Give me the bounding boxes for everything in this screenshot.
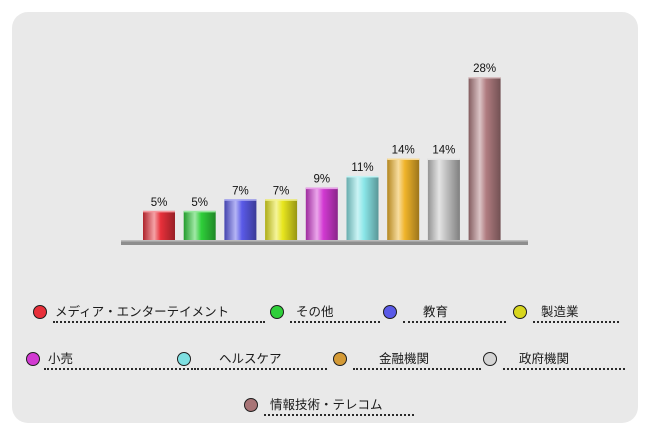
legend-label: 金融機関 (379, 351, 430, 366)
legend-swatch (513, 305, 527, 319)
bar-top-highlight (468, 77, 501, 79)
data-label: 14% (392, 145, 415, 157)
data-label: 11% (351, 162, 373, 174)
bar-4 (265, 199, 298, 240)
legend-label: メディア・エンターテイメント (55, 304, 230, 319)
legend-swatch (244, 398, 258, 412)
legend-label: 教育 (423, 304, 449, 319)
bar-3 (224, 199, 257, 240)
data-label: 7% (273, 185, 290, 197)
legend-swatch (33, 305, 47, 319)
data-label: 14% (432, 145, 455, 157)
legend-label: 情報技術・テレコム (270, 397, 383, 412)
chart-baseline (121, 240, 528, 245)
legend-swatch (270, 305, 284, 319)
bar-6 (346, 175, 379, 240)
bar-9 (468, 77, 501, 240)
legend-label: 政府機関 (519, 351, 570, 366)
bar-7 (387, 158, 420, 240)
data-label: 7% (232, 185, 249, 197)
legend-swatch (177, 352, 191, 366)
bar-1 (143, 210, 175, 240)
legend-swatch (26, 352, 40, 366)
bar-top-highlight (427, 158, 460, 160)
data-label: 5% (151, 197, 168, 209)
bar-top-highlight (346, 175, 379, 178)
bar-top-highlight (183, 210, 216, 213)
legend-label: 小売 (48, 351, 74, 366)
bar-top-highlight (387, 158, 420, 160)
legend-label: その他 (296, 304, 334, 319)
bar-top-highlight (224, 199, 257, 201)
legend-swatch (333, 352, 347, 366)
bar-8 (427, 158, 460, 240)
data-label: 5% (191, 197, 208, 209)
legend-swatch (483, 352, 497, 366)
chart-baseline-highlight (121, 240, 528, 242)
legend-swatch (383, 305, 397, 319)
data-label: 9% (313, 174, 330, 186)
bar-top-highlight (305, 187, 338, 190)
bar-top-highlight (143, 210, 175, 213)
bar-2 (183, 210, 216, 240)
legend-label: ヘルスケア (219, 351, 282, 366)
data-label: 28% (473, 63, 496, 75)
bar-5 (305, 187, 338, 240)
bar-top-highlight (265, 199, 298, 201)
legend-label: 製造業 (541, 304, 579, 319)
